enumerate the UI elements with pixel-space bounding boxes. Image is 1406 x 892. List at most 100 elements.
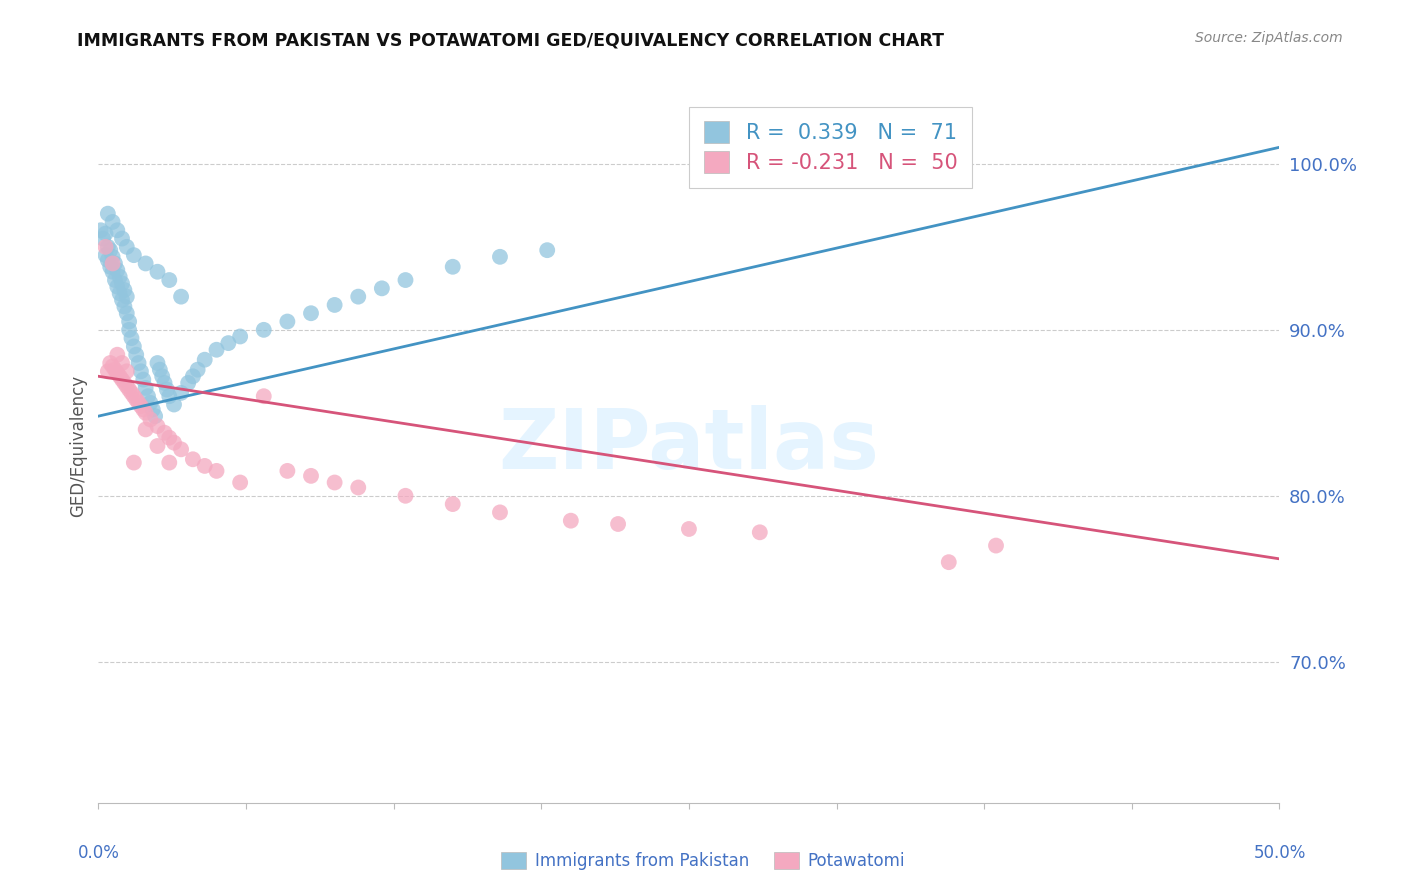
Point xyxy=(122,248,145,262)
Point xyxy=(118,314,141,328)
Point xyxy=(143,409,166,424)
Point xyxy=(323,475,346,490)
Point xyxy=(136,389,159,403)
Point xyxy=(90,223,112,237)
Point xyxy=(115,306,138,320)
Point xyxy=(105,366,128,380)
Point xyxy=(97,207,120,221)
Point xyxy=(132,373,155,387)
Point xyxy=(104,273,127,287)
Point xyxy=(98,260,121,274)
Point xyxy=(163,435,186,450)
Point xyxy=(153,425,176,440)
Point xyxy=(118,383,141,397)
Point xyxy=(181,452,204,467)
Point xyxy=(146,356,169,370)
Point xyxy=(101,250,124,264)
Point xyxy=(94,248,117,262)
Point xyxy=(748,525,770,540)
Point xyxy=(115,379,138,393)
Point xyxy=(253,389,276,403)
Point xyxy=(121,331,143,345)
Point xyxy=(217,336,239,351)
Point xyxy=(139,412,162,426)
Point xyxy=(105,263,128,277)
Point xyxy=(104,362,127,376)
Point xyxy=(94,240,117,254)
Point xyxy=(115,240,138,254)
Point xyxy=(371,281,394,295)
Point xyxy=(135,381,157,395)
Point xyxy=(170,385,193,400)
Point xyxy=(489,250,512,264)
Point xyxy=(347,290,370,304)
Point xyxy=(299,306,322,320)
Point xyxy=(128,396,150,410)
Point xyxy=(157,456,180,470)
Point xyxy=(984,539,1007,553)
Point xyxy=(163,397,186,411)
Point xyxy=(111,373,134,387)
Point xyxy=(229,329,252,343)
Point xyxy=(156,383,179,397)
Point xyxy=(135,256,157,270)
Point xyxy=(229,475,252,490)
Point xyxy=(153,376,176,390)
Point xyxy=(142,402,165,417)
Point xyxy=(94,227,117,241)
Point xyxy=(170,442,193,457)
Point xyxy=(149,362,172,376)
Point xyxy=(347,481,370,495)
Point xyxy=(194,458,217,473)
Point xyxy=(97,253,120,268)
Point xyxy=(135,422,157,436)
Text: Source: ZipAtlas.com: Source: ZipAtlas.com xyxy=(1195,31,1343,45)
Point xyxy=(128,356,150,370)
Point xyxy=(105,348,128,362)
Point xyxy=(111,356,134,370)
Point xyxy=(105,223,128,237)
Legend: R =  0.339   N =  71, R = -0.231   N =  50: R = 0.339 N = 71, R = -0.231 N = 50 xyxy=(689,107,972,187)
Point xyxy=(150,369,173,384)
Point xyxy=(108,369,131,384)
Text: ZIPatlas: ZIPatlas xyxy=(499,406,879,486)
Point xyxy=(91,231,114,245)
Point xyxy=(170,290,193,304)
Point xyxy=(115,290,138,304)
Point xyxy=(323,298,346,312)
Point xyxy=(299,468,322,483)
Point xyxy=(276,464,298,478)
Point xyxy=(118,323,141,337)
Point xyxy=(560,514,582,528)
Legend: Immigrants from Pakistan, Potawatomi: Immigrants from Pakistan, Potawatomi xyxy=(495,845,911,877)
Point xyxy=(125,392,148,407)
Point xyxy=(157,389,180,403)
Point xyxy=(129,364,152,378)
Point xyxy=(101,265,124,279)
Point xyxy=(101,215,124,229)
Point xyxy=(157,273,180,287)
Point xyxy=(97,240,120,254)
Point xyxy=(122,456,145,470)
Point xyxy=(205,343,228,357)
Point xyxy=(121,385,143,400)
Point xyxy=(276,314,298,328)
Point xyxy=(139,396,162,410)
Point xyxy=(253,323,276,337)
Point xyxy=(536,243,558,257)
Point xyxy=(441,497,464,511)
Point xyxy=(108,286,131,301)
Point xyxy=(132,402,155,417)
Y-axis label: GED/Equivalency: GED/Equivalency xyxy=(69,375,87,517)
Point xyxy=(394,489,416,503)
Point xyxy=(177,376,200,390)
Point xyxy=(98,243,121,257)
Point xyxy=(205,464,228,478)
Point xyxy=(101,359,124,374)
Point xyxy=(125,348,148,362)
Point xyxy=(146,439,169,453)
Point xyxy=(101,256,124,270)
Point xyxy=(394,273,416,287)
Point xyxy=(938,555,960,569)
Point xyxy=(122,389,145,403)
